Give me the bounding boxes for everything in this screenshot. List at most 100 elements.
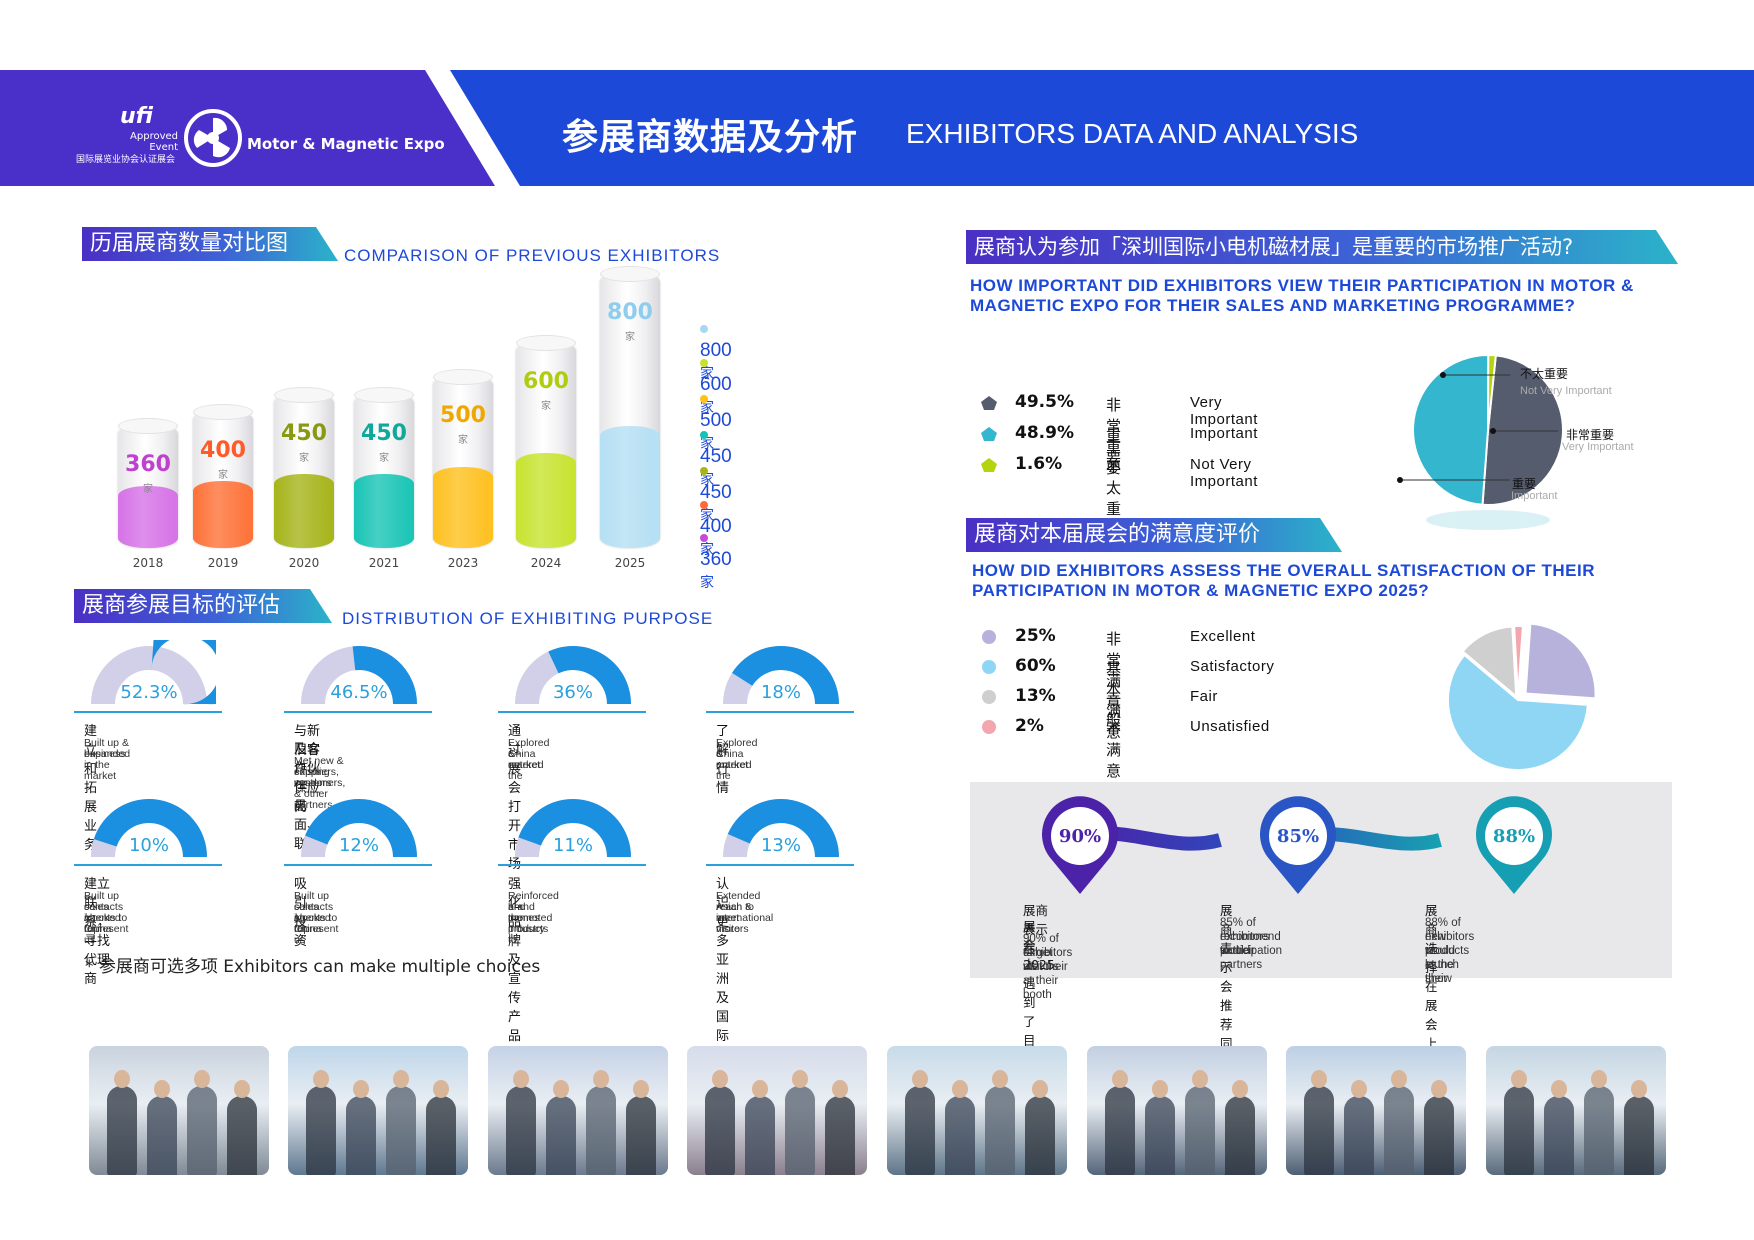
gauge-fill <box>727 799 839 857</box>
bar-fill <box>516 453 576 548</box>
photo-figure <box>705 1086 735 1175</box>
highlight-en: 85% of exhibitors would <box>1220 917 1270 957</box>
bar-value-label: 450 <box>281 421 327 446</box>
purpose-label-en: China market <box>508 748 541 771</box>
row-label-en: Important <box>1190 425 1258 442</box>
gauge-value: 11% <box>552 835 593 856</box>
leader-dot <box>1397 477 1403 483</box>
purpose-tag: 展商参展目标的评估 <box>74 589 332 623</box>
purpose-label-en: Met new & existing customers, <box>294 755 346 789</box>
highlight-percent: 88% <box>1492 826 1536 847</box>
photo-head <box>553 1080 569 1098</box>
legend-unit: 家 <box>700 365 714 381</box>
exhibition-photo <box>89 1046 269 1175</box>
photo-figure <box>1105 1086 1135 1175</box>
gauge-underline <box>498 711 646 713</box>
legend-item: 400家 <box>700 494 732 560</box>
importance-pie-chart <box>1397 355 1564 530</box>
header-left-banner <box>0 70 495 186</box>
expo-name: Motor & Magnetic Expo <box>247 135 445 153</box>
photo-figure <box>825 1096 855 1175</box>
bar-unit-label: 家 <box>625 332 635 343</box>
photo-head <box>1551 1080 1567 1098</box>
legend-unit: 家 <box>700 471 714 487</box>
exhibition-photo <box>1286 1046 1466 1175</box>
gauge-underline <box>74 864 222 866</box>
photo-head <box>313 1070 329 1088</box>
legend-unit: 家 <box>700 399 714 415</box>
gauge-arc <box>301 646 417 704</box>
page-title-cn: 参展商数据及分析 <box>562 117 859 158</box>
legend-marker-icon <box>980 689 998 705</box>
gauge-arc <box>515 646 631 704</box>
exhibition-photo <box>288 1046 468 1175</box>
row-percent: 49.5% <box>1015 392 1074 412</box>
legend-item: 450家 <box>700 424 732 490</box>
row-label-en: Fair <box>1190 688 1218 705</box>
photo-head <box>1391 1070 1407 1088</box>
row-label-cn: 重要 <box>1106 427 1122 466</box>
gauge-fill <box>518 799 631 857</box>
pie-label-important: 重要 <box>1512 477 1537 491</box>
highlight-en: to their partners <box>1220 945 1263 971</box>
purpose-label-en: China market <box>716 748 749 771</box>
gauge-value: 52.3% <box>120 682 178 703</box>
satisfaction-subtitle-2: PARTICIPATION IN MOTOR & MAGNETIC EXPO 2… <box>972 581 1430 600</box>
legend-dot <box>700 466 708 475</box>
photo-figure <box>346 1096 376 1175</box>
gauge-underline <box>498 864 646 866</box>
highlight-pin <box>1472 794 1556 896</box>
bar-unit-label: 家 <box>541 401 551 412</box>
purpose-label-cn: 了解行情 <box>716 724 730 796</box>
pie-slice <box>1524 622 1597 700</box>
bar-fill <box>118 486 178 548</box>
highlight-percent: 85% <box>1276 826 1320 847</box>
bar-unit-label: 家 <box>218 470 228 481</box>
logo-event: Event <box>149 142 178 153</box>
gauge-arc <box>91 799 207 857</box>
bar-cap <box>354 387 414 403</box>
photo-head <box>1591 1070 1607 1088</box>
row-label-en: Not Very Important <box>1190 456 1258 490</box>
photo-head <box>1112 1070 1128 1088</box>
photo-figure <box>1624 1096 1654 1175</box>
legend-dot <box>700 358 708 367</box>
photo-head <box>234 1080 250 1098</box>
purpose-label-en: suppliers, vendors & other partners <box>294 766 339 811</box>
pie-label-important-en: Important <box>1511 490 1558 502</box>
legend-marker-icon <box>980 659 998 675</box>
highlight-en: 88% of exhibitors would launch their <box>1425 917 1475 985</box>
gauge-underline <box>706 864 854 866</box>
photo-head <box>1311 1070 1327 1088</box>
photo-head <box>1511 1070 1527 1088</box>
bar-year-label: 2018 <box>132 556 164 570</box>
bar-cap <box>274 387 334 403</box>
pie-slice <box>1447 653 1589 771</box>
photo-figure <box>546 1096 576 1175</box>
purpose-label-en: in China <box>84 912 112 935</box>
pie-slice <box>1481 355 1564 506</box>
importance-subtitle-2: MAGNETIC EXPO FOR THEIR SALES AND MARKET… <box>970 296 1576 315</box>
bar-unit-label: 家 <box>379 453 389 464</box>
purpose-label-cn: 吸引投资 <box>294 877 308 949</box>
photo-figure <box>985 1086 1015 1175</box>
photo-figure <box>147 1096 177 1175</box>
gauge-arc <box>515 799 631 857</box>
logo-cn: 国际展览业协会认证展会 <box>76 155 176 165</box>
photo-figure <box>1584 1086 1614 1175</box>
legend-dot <box>700 324 708 333</box>
legend-unit: 家 <box>700 574 714 590</box>
gauge-underline <box>284 864 432 866</box>
purpose-label-en: Built up & expanded <box>84 737 131 760</box>
gauge-fill <box>305 799 417 857</box>
photo-head <box>593 1070 609 1088</box>
highlight-en: recommend participation <box>1220 931 1283 957</box>
highlight-cn: 展商表示在2025 <box>1023 903 1055 972</box>
exhibition-photo <box>1486 1046 1666 1175</box>
bar-value-label: 400 <box>200 438 246 463</box>
purpose-label-en: Explored & entered the <box>716 737 758 782</box>
photo-figure <box>1424 1096 1454 1175</box>
photo-head <box>1192 1070 1208 1088</box>
bar-value-label: 500 <box>440 403 486 428</box>
gauge-fill <box>732 646 839 704</box>
